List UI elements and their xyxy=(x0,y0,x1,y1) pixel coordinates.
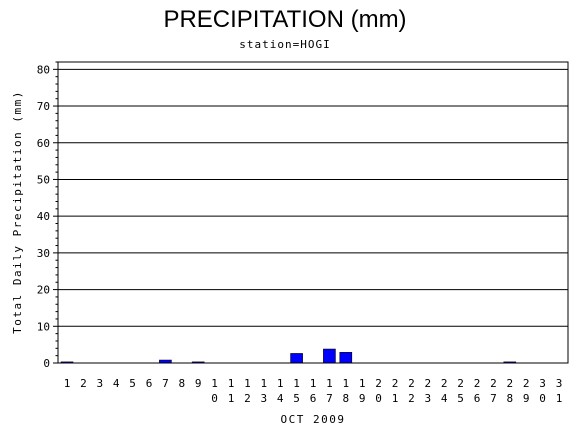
x-tick-label: 1 xyxy=(228,392,235,405)
precip-bar xyxy=(290,353,303,364)
x-tick-label: 4 xyxy=(113,377,120,390)
x-tick-label: 1 xyxy=(64,377,71,390)
x-tick-label: 1 xyxy=(556,392,563,405)
x-tick-label: 8 xyxy=(342,392,349,405)
plot-frame xyxy=(57,61,569,364)
x-tick-label: 8 xyxy=(506,392,513,405)
x-tick-label: 9 xyxy=(359,392,366,405)
x-tick-label: 2 xyxy=(424,377,431,390)
x-tick-label: 3 xyxy=(424,392,431,405)
x-tick-label: 5 xyxy=(293,392,300,405)
x-tick-label: 1 xyxy=(310,377,317,390)
x-tick-label: 3 xyxy=(556,377,563,390)
x-tick-label: 1 xyxy=(342,377,349,390)
chart-subtitle: station=HOGI xyxy=(239,38,331,51)
y-tick-label: 20 xyxy=(37,284,50,297)
x-tick-label: 0 xyxy=(375,392,382,405)
x-axis-label: OCT 2009 xyxy=(281,413,346,426)
x-tick-label: 1 xyxy=(260,377,267,390)
x-tick-label: 3 xyxy=(539,377,546,390)
x-tick-label: 2 xyxy=(80,377,87,390)
x-tick-label: 1 xyxy=(277,377,284,390)
x-tick-label: 3 xyxy=(96,377,103,390)
x-tick-label: 5 xyxy=(457,392,464,405)
x-tick-label: 7 xyxy=(326,392,333,405)
x-tick-label: 2 xyxy=(441,377,448,390)
x-tick-label: 9 xyxy=(195,377,202,390)
x-tick-label: 4 xyxy=(277,392,284,405)
chart-title: PRECIPITATION (mm) xyxy=(163,6,407,33)
x-tick-label: 2 xyxy=(506,377,513,390)
y-tick-label: 50 xyxy=(37,173,50,186)
x-tick-label: 1 xyxy=(228,377,235,390)
y-tick-label: 60 xyxy=(37,137,50,150)
x-tick-label: 2 xyxy=(392,377,399,390)
x-tick-label: 8 xyxy=(178,377,185,390)
x-tick-label: 1 xyxy=(293,377,300,390)
x-tick-label: 1 xyxy=(359,377,366,390)
x-tick-label: 6 xyxy=(310,392,317,405)
y-tick-label: 0 xyxy=(43,357,50,370)
x-tick-label: 1 xyxy=(244,377,251,390)
x-tick-label: 2 xyxy=(474,377,481,390)
x-tick-label: 2 xyxy=(408,377,415,390)
x-tick-label: 1 xyxy=(392,392,399,405)
x-tick-label: 2 xyxy=(457,377,464,390)
x-tick-label: 2 xyxy=(408,392,415,405)
x-tick-label: 0 xyxy=(211,392,218,405)
x-tick-label: 6 xyxy=(146,377,153,390)
x-tick-label: 9 xyxy=(523,392,530,405)
x-tick-label: 2 xyxy=(244,392,251,405)
y-axis-label: Total Daily Precipitation (mm) xyxy=(11,90,24,334)
y-tick-label: 80 xyxy=(37,63,50,76)
y-tick-label: 70 xyxy=(37,100,50,113)
x-tick-label: 4 xyxy=(441,392,448,405)
x-tick-label: 3 xyxy=(260,392,267,405)
precip-bar xyxy=(339,352,353,364)
x-tick-label: 7 xyxy=(162,377,169,390)
precip-bar xyxy=(323,348,336,364)
x-tick-label: 2 xyxy=(523,377,530,390)
x-tick-label: 2 xyxy=(375,377,382,390)
x-tick-label: 1 xyxy=(211,377,218,390)
x-tick-label: 2 xyxy=(490,377,497,390)
x-tick-label: 5 xyxy=(129,377,136,390)
y-tick-label: 30 xyxy=(37,247,50,260)
x-tick-label: 7 xyxy=(490,392,497,405)
y-tick-label: 40 xyxy=(37,210,50,223)
x-tick-label: 6 xyxy=(474,392,481,405)
y-tick-label: 10 xyxy=(37,320,50,333)
x-tick-label: 0 xyxy=(539,392,546,405)
x-tick-label: 1 xyxy=(326,377,333,390)
